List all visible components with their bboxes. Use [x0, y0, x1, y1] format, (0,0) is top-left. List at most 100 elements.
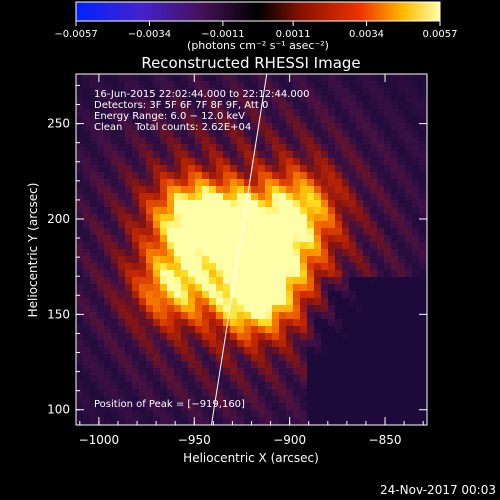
intensity-pixel: [258, 221, 266, 229]
intensity-pixel: [356, 389, 364, 397]
intensity-pixel: [398, 305, 406, 313]
intensity-pixel: [181, 375, 189, 383]
intensity-pixel: [237, 137, 245, 145]
intensity-pixel: [314, 137, 322, 145]
intensity-pixel: [251, 172, 259, 180]
intensity-pixel: [272, 347, 280, 355]
intensity-pixel: [90, 347, 98, 355]
intensity-pixel: [272, 340, 280, 348]
intensity-pixel: [146, 179, 154, 187]
intensity-pixel: [195, 116, 203, 124]
intensity-pixel: [230, 116, 238, 124]
intensity-pixel: [321, 361, 329, 369]
intensity-pixel: [195, 333, 203, 341]
intensity-pixel: [265, 123, 273, 131]
intensity-pixel: [118, 186, 126, 194]
intensity-pixel: [272, 200, 280, 208]
intensity-pixel: [356, 123, 364, 131]
intensity-pixel: [181, 214, 189, 222]
intensity-pixel: [300, 123, 308, 131]
intensity-pixel: [125, 130, 133, 138]
intensity-pixel: [139, 151, 147, 159]
intensity-pixel: [300, 319, 308, 327]
intensity-pixel: [349, 242, 357, 250]
intensity-pixel: [377, 326, 385, 334]
intensity-pixel: [286, 95, 294, 103]
intensity-pixel: [405, 95, 413, 103]
intensity-pixel: [125, 368, 133, 376]
intensity-pixel: [188, 193, 196, 201]
intensity-pixel: [391, 396, 399, 404]
intensity-pixel: [223, 116, 231, 124]
intensity-pixel: [202, 151, 210, 159]
intensity-pixel: [160, 263, 168, 271]
intensity-pixel: [279, 158, 287, 166]
intensity-pixel: [104, 116, 112, 124]
intensity-pixel: [258, 340, 266, 348]
intensity-pixel: [300, 228, 308, 236]
intensity-pixel: [216, 340, 224, 348]
intensity-pixel: [153, 88, 161, 96]
intensity-pixel: [111, 263, 119, 271]
intensity-pixel: [363, 410, 371, 418]
intensity-pixel: [76, 172, 84, 180]
intensity-pixel: [90, 109, 98, 117]
intensity-pixel: [405, 333, 413, 341]
intensity-pixel: [342, 228, 350, 236]
intensity-pixel: [370, 123, 378, 131]
intensity-pixel: [237, 403, 245, 411]
intensity-pixel: [125, 291, 133, 299]
intensity-pixel: [307, 249, 315, 257]
intensity-pixel: [335, 88, 343, 96]
intensity-pixel: [335, 158, 343, 166]
intensity-pixel: [356, 235, 364, 243]
intensity-pixel: [83, 165, 91, 173]
intensity-pixel: [328, 151, 336, 159]
intensity-pixel: [167, 256, 175, 264]
intensity-pixel: [216, 116, 224, 124]
intensity-pixel: [97, 347, 105, 355]
intensity-pixel: [209, 130, 217, 138]
intensity-pixel: [356, 326, 364, 334]
intensity-pixel: [181, 256, 189, 264]
intensity-pixel: [272, 235, 280, 243]
intensity-pixel: [118, 88, 126, 96]
intensity-pixel: [237, 151, 245, 159]
intensity-pixel: [391, 165, 399, 173]
intensity-pixel: [139, 417, 147, 425]
intensity-pixel: [202, 137, 210, 145]
intensity-pixel: [286, 130, 294, 138]
intensity-pixel: [118, 172, 126, 180]
intensity-pixel: [300, 179, 308, 187]
intensity-pixel: [195, 242, 203, 250]
intensity-pixel: [237, 158, 245, 166]
intensity-pixel: [314, 396, 322, 404]
intensity-pixel: [146, 228, 154, 236]
intensity-pixel: [230, 340, 238, 348]
intensity-pixel: [300, 354, 308, 362]
intensity-pixel: [230, 242, 238, 250]
intensity-pixel: [97, 354, 105, 362]
intensity-pixel: [384, 144, 392, 152]
intensity-pixel: [125, 277, 133, 285]
intensity-pixel: [300, 375, 308, 383]
intensity-pixel: [90, 263, 98, 271]
intensity-pixel: [321, 200, 329, 208]
intensity-pixel: [216, 151, 224, 159]
intensity-pixel: [391, 340, 399, 348]
intensity-pixel: [300, 158, 308, 166]
intensity-pixel: [167, 200, 175, 208]
intensity-pixel: [83, 347, 91, 355]
intensity-pixel: [335, 74, 343, 82]
intensity-pixel: [384, 242, 392, 250]
intensity-pixel: [314, 74, 322, 82]
intensity-pixel: [174, 109, 182, 117]
intensity-pixel: [209, 235, 217, 243]
intensity-pixel: [265, 200, 273, 208]
intensity-pixel: [118, 312, 126, 320]
intensity-pixel: [335, 95, 343, 103]
intensity-pixel: [272, 95, 280, 103]
intensity-pixel: [209, 116, 217, 124]
intensity-pixel: [377, 312, 385, 320]
intensity-pixel: [293, 249, 301, 257]
